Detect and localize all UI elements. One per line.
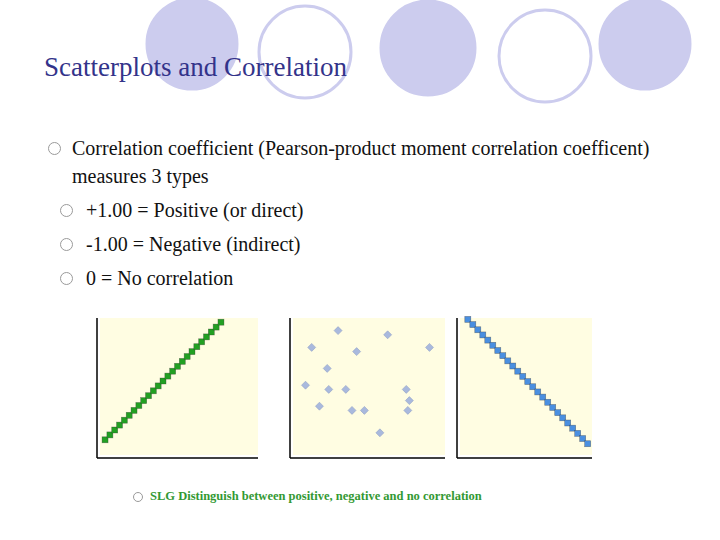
y-axis [456,318,458,458]
chart [457,316,592,458]
decor-circle [597,0,693,92]
point [218,319,224,325]
points [302,327,434,437]
sub-bullet-text: -1.00 = Negative (indirect) [86,230,301,258]
bullet-text: Correlation coefficient (Pearson-product… [72,134,672,190]
slide: Scatterplots and Correlation Correlation … [0,0,720,540]
decor-circle [499,10,591,102]
sub-bullet-marker [60,272,73,285]
point [323,364,331,372]
point [334,327,342,335]
title: Scatterplots and Correlation [44,52,347,83]
points [102,319,224,443]
point [348,406,356,414]
decor-circle [378,0,478,98]
points [465,316,591,446]
note: SLG Distinguish between positive, negati… [150,489,482,504]
point [402,385,410,393]
point [342,385,350,393]
chart [290,318,445,458]
point [404,406,412,414]
plot-background [293,318,445,455]
point [360,406,368,414]
point [315,402,323,410]
sub-bullet-marker [60,238,73,251]
x-axis [457,457,592,459]
point [302,381,310,389]
chart [97,318,258,458]
y-axis [96,318,98,458]
sub-bullet-marker [60,204,73,217]
y-axis [289,318,291,458]
point [308,343,316,351]
point [426,343,434,351]
plot-background [460,318,592,455]
sub-bullet-text: +1.00 = Positive (or direct) [86,196,304,224]
plot-background [100,318,258,455]
sub-bullet-text: 0 = No correlation [86,264,233,292]
point [325,385,333,393]
point [585,441,591,447]
x-axis [290,457,445,459]
point [384,331,392,339]
bullet-marker [48,142,61,155]
x-axis [97,457,258,459]
point [353,348,361,356]
point [405,397,413,405]
note-marker [133,492,143,502]
point [376,429,384,437]
